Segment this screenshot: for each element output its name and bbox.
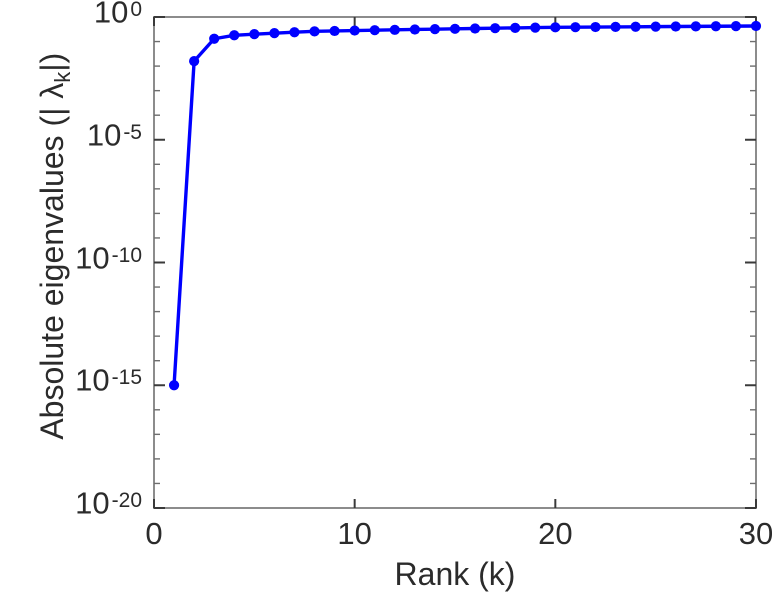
data-point (409, 24, 420, 35)
data-point (730, 21, 742, 32)
x-tick-label-10: 10 (337, 516, 372, 551)
x-axis-title: Rank (k) (394, 556, 516, 592)
y-axis-title: Absolute eigenvalues (| λk|) (33, 52, 76, 440)
y-tick-label-1e-20: 10-20 (75, 485, 142, 521)
data-point (630, 21, 641, 32)
y-tick-label-1e-10: 10-10 (75, 239, 142, 275)
axis-frame (153, 16, 757, 509)
data-point (249, 29, 260, 40)
data-point (510, 22, 521, 33)
data-point (650, 21, 661, 32)
data-point (690, 21, 701, 32)
x-tick-label-30: 30 (738, 516, 772, 551)
data-point (750, 20, 762, 32)
data-point (550, 22, 561, 33)
data-point (309, 26, 320, 37)
y-tick-label-1e-5: 10-5 (86, 117, 142, 153)
data-point (710, 21, 721, 32)
data-point (449, 23, 461, 34)
data-point (289, 27, 300, 38)
data-point (469, 23, 481, 34)
data-point (610, 21, 621, 33)
data-point (369, 25, 380, 36)
data-point (209, 33, 220, 44)
data-point (229, 30, 240, 41)
y-tick-label-1e0: 100 (93, 0, 142, 30)
data-point (389, 24, 400, 35)
data-point (530, 22, 541, 33)
data-point (349, 25, 360, 36)
data-point (570, 22, 581, 33)
data-point (429, 24, 441, 35)
data-point (168, 380, 180, 391)
x-tick-label-20: 20 (538, 516, 573, 551)
data-point (269, 28, 280, 39)
data-point (189, 55, 200, 67)
data-point (490, 23, 501, 34)
data-point (670, 21, 681, 32)
series-line-0 (172, 24, 758, 387)
y-tick-label-1e-15: 10-15 (75, 362, 142, 398)
data-point (590, 21, 601, 33)
data-point (329, 25, 340, 37)
x-tick-label-0: 0 (145, 516, 163, 551)
